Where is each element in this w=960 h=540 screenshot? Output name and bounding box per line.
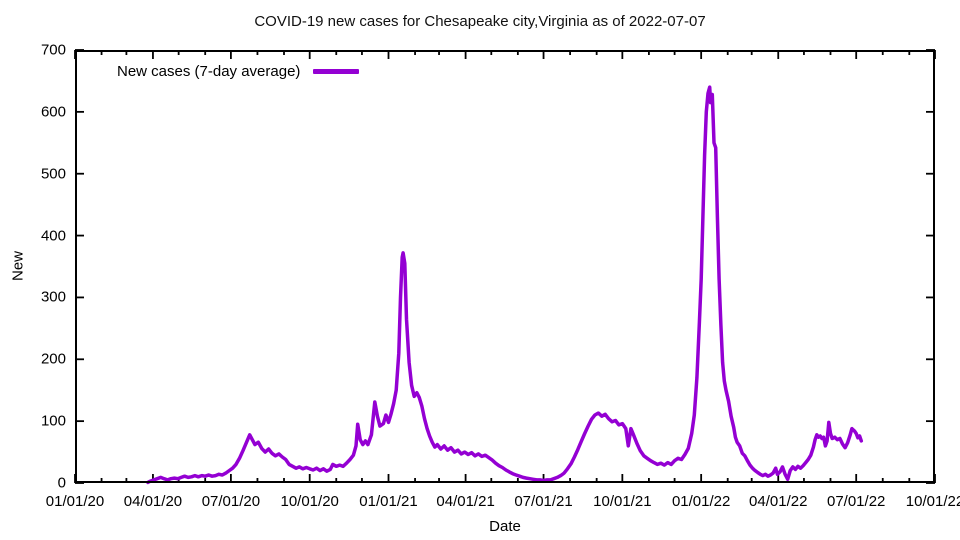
y-axis-title: New — [9, 250, 27, 282]
y-tick-label: 600 — [40, 103, 66, 121]
x-tick-label: 01/01/20 — [45, 493, 105, 510]
plot-border — [75, 50, 935, 483]
y-tick-label: 700 — [40, 41, 66, 59]
x-tick-label: 07/01/20 — [201, 493, 261, 510]
x-tick-label: 04/01/22 — [749, 493, 808, 510]
legend-label: New cases (7-day average) — [117, 63, 301, 80]
x-tick-label: 10/01/22 — [905, 493, 960, 510]
x-axis-title: Date — [489, 518, 521, 535]
x-tick-label: 04/01/21 — [436, 493, 495, 510]
legend-line-sample — [313, 69, 360, 74]
y-tick-label: 100 — [40, 412, 66, 430]
x-tick-label: 01/01/22 — [671, 493, 731, 510]
x-tick-label: 07/01/21 — [514, 493, 573, 510]
axis-ticks — [74, 49, 936, 484]
x-tick-label: 10/01/20 — [280, 493, 339, 510]
x-tick-label: 07/01/22 — [826, 493, 886, 510]
x-tick-label: 01/01/21 — [359, 493, 418, 510]
legend: New cases (7-day average) — [117, 63, 360, 80]
y-tick-label: 500 — [40, 165, 66, 183]
cases-line-series — [146, 85, 864, 485]
chart-title: COVID-19 new cases for Chesapeake city,V… — [254, 13, 706, 30]
y-tick-label: 0 — [57, 474, 66, 492]
plot-area — [74, 49, 936, 485]
y-tick-label: 300 — [40, 288, 66, 306]
y-tick-label: 200 — [40, 350, 66, 368]
x-tick-label: 10/01/21 — [593, 493, 652, 510]
y-tick-label: 400 — [40, 227, 66, 245]
x-tick-label: 04/01/20 — [123, 493, 183, 510]
